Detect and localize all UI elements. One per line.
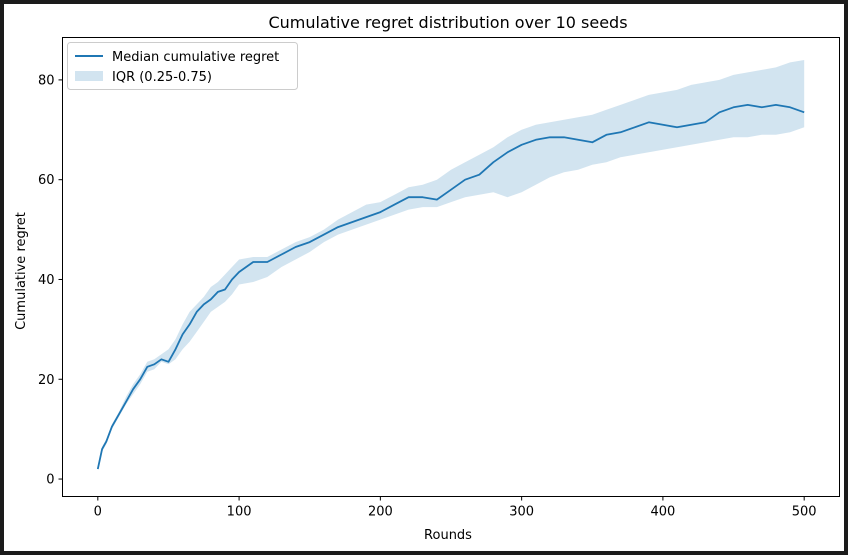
chart-title: Cumulative regret distribution over 10 s… [268,13,627,32]
x-tick-label: 100 [227,505,252,520]
y-tick-label: 40 [38,273,55,288]
x-tick-label: 0 [94,505,102,520]
x-tick-label: 400 [650,505,675,520]
iqr-band [97,60,805,470]
y-axis: 0 20 40 60 80 [38,73,63,488]
x-axis-label: Rounds [424,528,472,543]
chart-figure: 0 100 200 300 400 500 0 20 40 60 80 Cumulative re… [4,4,844,551]
y-tick-label: 20 [38,373,55,388]
plot-frame [62,37,840,497]
y-tick-label: 0 [46,473,54,488]
median-line [96,104,805,470]
band-layer [97,60,805,470]
y-axis-label: Cumulative regret [14,212,29,330]
x-tick-label: 500 [792,505,817,520]
y-tick-label: 60 [38,173,55,188]
legend-label-median: Median cumulative regret [112,50,279,65]
legend-band-swatch [75,71,103,81]
legend-label-iqr: IQR (0.25-0.75) [112,70,212,85]
x-tick-label: 300 [509,505,534,520]
legend: Median cumulative regret IQR (0.25-0.75) [67,42,298,90]
y-tick-label: 80 [38,73,55,88]
x-tick-label: 200 [368,505,393,520]
x-axis: 0 100 200 300 400 500 [94,496,817,520]
chart-svg: 0 100 200 300 400 500 0 20 40 60 80 Cumulative re… [14,13,840,543]
line-layer [96,104,805,470]
legend-box [67,42,298,90]
